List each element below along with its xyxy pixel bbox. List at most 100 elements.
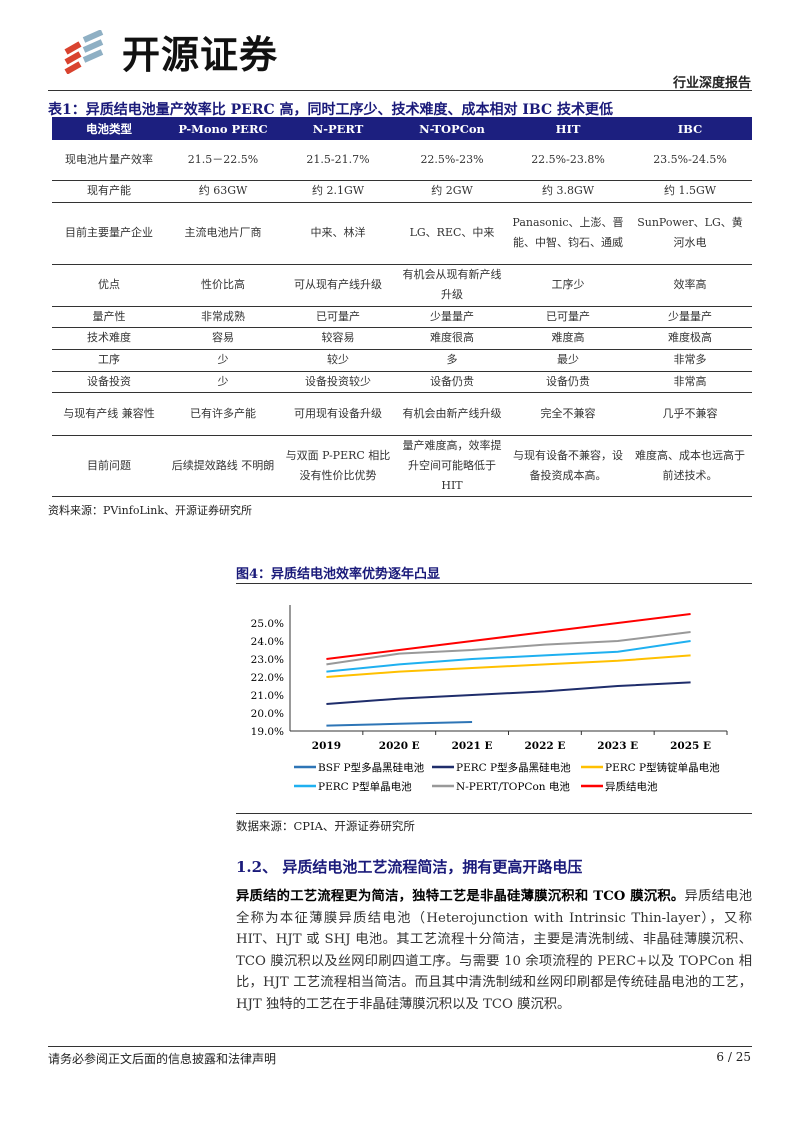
row-label: 工序 <box>52 349 166 372</box>
column-header: N-PERT <box>280 117 396 140</box>
row-label: 现有产能 <box>52 180 166 203</box>
table-row: 技术难度 容易 较容易 难度很高 难度高 难度极高 <box>52 327 752 350</box>
row-label: 现电池片量产效率 <box>52 140 166 181</box>
divider <box>48 90 752 91</box>
table-cell: 后续提效路线 不明朗 <box>166 435 280 497</box>
table-cell: 22.5%-23.8% <box>508 140 628 181</box>
table-cell: Panasonic、上澎、晋能、中智、钧石、通威 <box>508 202 628 265</box>
series-line <box>326 681 691 705</box>
table-row: 与现有产线 兼容性 已有许多产能 可用现有设备升级 有机会由新产线升级 完全不兼容 几乎不… <box>52 392 752 436</box>
report-type: 行业深度报告 <box>672 76 751 91</box>
disclaimer: 请务必参阅正文后面的信息披露和法律声明 <box>48 1052 277 1066</box>
table-source: 资料来源：PVinfoLink、开源证券研究所 <box>48 504 253 517</box>
row-label: 与现有产线 兼容性 <box>52 392 166 436</box>
section-heading: 1.2、 异质结电池工艺流程简洁，拥有更高开路电压 <box>236 858 583 876</box>
table-row: 现电池片量产效率 21.5－22.5% 21.5-21.7% 22.5%-23% 22.… <box>52 140 752 181</box>
series-line <box>326 613 691 660</box>
table-cell: 工序少 <box>508 264 628 307</box>
x-tick-label: 2021 E <box>452 740 493 752</box>
logo-mark-icon <box>64 29 104 74</box>
row-label: 量产性 <box>52 306 166 328</box>
legend-label: PERC P型多晶黑硅电池 <box>456 761 571 774</box>
legend-label: BSF P型多晶黑硅电池 <box>318 761 425 774</box>
x-tick-label: 2022 E <box>524 740 565 752</box>
y-tick-label: 22.0% <box>251 672 284 684</box>
divider <box>236 813 752 814</box>
y-tick-label: 23.0% <box>251 654 284 666</box>
table-cell: 21.5-21.7% <box>280 140 396 181</box>
legend-label: PERC P型单晶电池 <box>318 780 412 793</box>
series-line <box>326 631 691 666</box>
figure-source: 数据来源：CPIA、开源证券研究所 <box>236 819 415 833</box>
table-cell: 设备仍贵 <box>396 371 508 393</box>
series-line <box>326 721 473 727</box>
y-tick-label: 24.0% <box>251 636 284 648</box>
table-cell: 设备仍贵 <box>508 371 628 393</box>
table-cell: 已有许多产能 <box>166 392 280 436</box>
y-tick-label: 25.0% <box>251 618 284 630</box>
table-cell: 约 63GW <box>166 180 280 203</box>
legend-label: 异质结电池 <box>605 780 658 793</box>
x-tick-label: 2019 <box>312 740 341 752</box>
table-cell: 性价比高 <box>166 264 280 307</box>
table-cell: 23.5%-24.5% <box>628 140 752 181</box>
table-cell: 少 <box>166 349 280 372</box>
table-cell: 非常成熟 <box>166 306 280 328</box>
x-tick-label: 2023 E <box>597 740 638 752</box>
column-header: 电池类型 <box>52 117 166 140</box>
table-cell: 有机会从现有新产线升级 <box>396 264 508 307</box>
page-number: 6 / 25 <box>716 1050 751 1064</box>
table-cell: 较容易 <box>280 327 396 350</box>
row-label: 技术难度 <box>52 327 166 350</box>
table-title: 表1：异质结电池量产效率比 PERC 高，同时工序少、技术难度、成本相对 IBC… <box>48 102 613 118</box>
row-label: 目前问题 <box>52 435 166 497</box>
table-cell: 完全不兼容 <box>508 392 628 436</box>
column-header: HIT <box>508 117 628 140</box>
table-cell: 难度高、成本也远高于前述技术。 <box>628 435 752 497</box>
table-row: 现有产能约 63GW 约 2.1GW 约 2GW 约 3.8GW 约 1.5GW <box>52 180 752 203</box>
row-label: 优点 <box>52 264 166 307</box>
body-paragraph: 异质结的工艺流程更为简洁，独特工艺是非晶硅薄膜沉积和 TCO 膜沉积。异质结电池… <box>236 886 752 1016</box>
table-cell: 可用现有设备升级 <box>280 392 396 436</box>
row-label: 目前主要量产企业 <box>52 202 166 265</box>
lead-sentence: 异质结的工艺流程更为简洁，独特工艺是非晶硅薄膜沉积和 TCO 膜沉积。 <box>236 889 685 904</box>
table-cell: 约 2GW <box>396 180 508 203</box>
column-header: N-TOPCon <box>396 117 508 140</box>
table-cell: 少量量产 <box>396 306 508 328</box>
table-row: 优点 性价比高 可从现有产线升级 有机会从现有新产线升级 工序少 效率高 <box>52 264 752 307</box>
table-row: 量产性 非常成熟 已可量产 少量量产 已可量产 少量量产 <box>52 306 752 328</box>
y-tick-label: 19.0% <box>251 726 284 738</box>
table-cell: 非常高 <box>628 371 752 393</box>
table-cell: 非常多 <box>628 349 752 372</box>
table-cell: 设备投资较少 <box>280 371 396 393</box>
table-cell: 难度高 <box>508 327 628 350</box>
table-cell: 已可量产 <box>280 306 396 328</box>
table-cell: 中来、林洋 <box>280 202 396 265</box>
table-cell: 难度很高 <box>396 327 508 350</box>
table-row: 设备投资少设备投资较少 设备仍贵 设备仍贵 非常高 <box>52 371 752 393</box>
table-cell: 约 2.1GW <box>280 180 396 203</box>
table-cell: 约 1.5GW <box>628 180 752 203</box>
x-tick-label: 2025 E <box>670 740 711 752</box>
table-cell: 多 <box>396 349 508 372</box>
table-cell: 量产难度高，效率提升空间可能略低于 HIT <box>396 435 508 497</box>
body-text: 异质结电池全称为本征薄膜异质结电池（Heterojunction with In… <box>236 889 752 1012</box>
table-cell: 与双面 P-PERC 相比没有性价比优势 <box>280 435 396 497</box>
table-cell: 有机会由新产线升级 <box>396 392 508 436</box>
figure-title: 图4：异质结电池效率优势逐年凸显 <box>236 567 441 582</box>
brand-name: 开源证券 <box>122 33 279 77</box>
comparison-table: 电池类型 P-Mono PERC N-PERT N-TOPCon HIT IBC 现电池片… <box>52 117 752 497</box>
table-cell: 难度极高 <box>628 327 752 350</box>
table-cell: 少 <box>166 371 280 393</box>
table-cell: 可从现有产线升级 <box>280 264 396 307</box>
table-cell: 约 3.8GW <box>508 180 628 203</box>
table-cell: SunPower、LG、黄河水电 <box>628 202 752 265</box>
table-cell: 效率高 <box>628 264 752 307</box>
table-cell: 主流电池片厂商 <box>166 202 280 265</box>
column-header: P-Mono PERC <box>166 117 280 140</box>
y-tick-label: 21.0% <box>251 690 284 702</box>
y-tick-label: 20.0% <box>251 708 284 720</box>
x-tick-label: 2020 E <box>379 740 420 752</box>
legend-label: PERC P型铸锭单晶电池 <box>605 761 720 774</box>
divider <box>48 1046 752 1047</box>
